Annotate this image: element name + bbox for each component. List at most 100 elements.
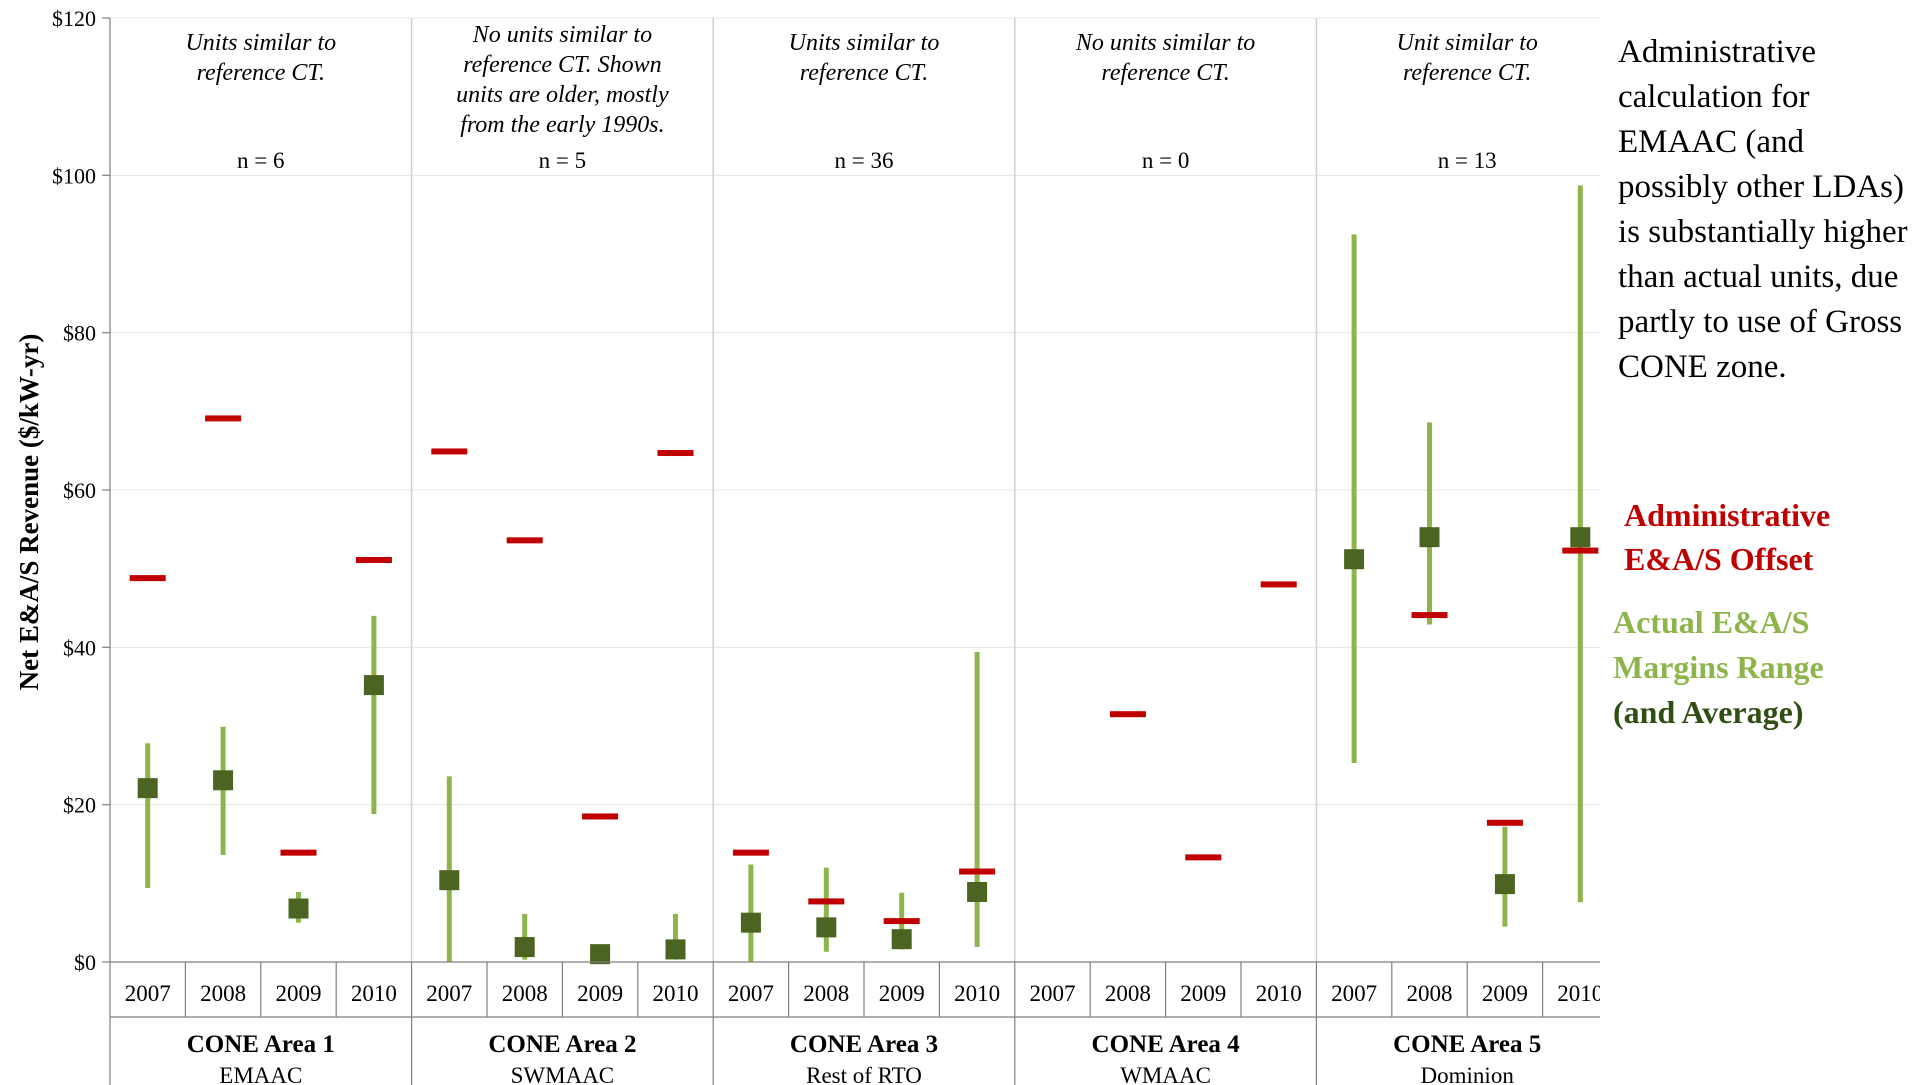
range-bars — [145, 185, 1583, 962]
legend-admin-line1: Administrative — [1624, 497, 1831, 533]
average-markers — [137, 527, 1591, 965]
x-tick-label: 2007 — [426, 981, 472, 1006]
x-tick-label: 2007 — [1030, 981, 1076, 1006]
admin-marker — [732, 849, 769, 856]
group-count: n = 6 — [237, 148, 284, 173]
side-note: Administrative calculation for EMAAC (an… — [1618, 34, 1908, 385]
y-tick-label: $20 — [63, 793, 96, 818]
x-tick-label: 2007 — [1331, 981, 1377, 1006]
group-count: n = 0 — [1142, 148, 1189, 173]
group-note-line: reference CT. — [197, 60, 325, 86]
x-tick-label: 2008 — [200, 981, 246, 1006]
y-tick-label: $40 — [63, 635, 96, 660]
average-marker — [1494, 874, 1515, 895]
gridlines — [110, 17, 1600, 806]
admin-marker — [883, 918, 920, 925]
group-notes: Units similar to reference CT. n = 6 No uni… — [185, 22, 1537, 173]
group-sublabel: SWMAAC — [511, 1063, 615, 1085]
y-tick-label: $120 — [52, 6, 96, 31]
group-note-line: from the early 1990s. — [460, 112, 664, 138]
group-label: CONE Area 2 — [488, 1031, 636, 1058]
x-tick-label: 2009 — [577, 981, 623, 1006]
admin-marker — [280, 849, 317, 856]
x-tick-label: 2008 — [1407, 981, 1453, 1006]
admin-marker — [959, 868, 996, 875]
group-note-line: Unit similar to — [1397, 30, 1538, 56]
group-count: n = 5 — [539, 148, 586, 173]
average-marker — [590, 944, 611, 965]
average-marker — [665, 939, 686, 960]
group-dividers — [410, 18, 1318, 962]
average-marker — [1344, 549, 1365, 570]
group-count: n = 13 — [1438, 148, 1497, 173]
admin-marker — [1562, 547, 1599, 554]
group-label: CONE Area 1 — [187, 1031, 335, 1058]
group-label: CONE Area 3 — [790, 1031, 938, 1058]
x-tick-label: 2010 — [351, 981, 397, 1006]
admin-marker — [1260, 581, 1297, 588]
legend-admin: Administrative E&A/S Offset — [1624, 493, 1917, 581]
x-tick-label: 2010 — [653, 981, 699, 1006]
legend-admin-line2: E&A/S Offset — [1624, 541, 1814, 577]
average-marker — [439, 870, 460, 891]
group-sublabel: Rest of RTO — [806, 1063, 922, 1085]
admin-marker — [355, 557, 392, 564]
admin-marker — [506, 537, 543, 544]
group-label: CONE Area 4 — [1092, 1031, 1241, 1058]
average-marker — [137, 778, 158, 799]
average-marker — [1419, 527, 1440, 548]
y-tick-label: $100 — [52, 163, 96, 188]
legend-average: (and Average) — [1613, 694, 1804, 730]
x-tick-label: 2009 — [1180, 981, 1226, 1006]
average-marker — [1570, 527, 1591, 548]
admin-marker — [1411, 612, 1448, 619]
group-note-line: reference CT. Shown — [463, 52, 661, 78]
average-marker — [213, 770, 234, 791]
group-sublabel: WMAAC — [1120, 1063, 1211, 1085]
admin-markers — [129, 415, 1599, 925]
admin-marker — [205, 415, 242, 422]
group-note-line: reference CT. — [800, 60, 928, 86]
average-marker — [891, 929, 912, 950]
admin-marker — [657, 450, 694, 457]
group-note-line: No units similar to — [472, 22, 652, 48]
group-count: n = 36 — [835, 148, 894, 173]
admin-marker — [1109, 711, 1146, 718]
x-tick-label: 2010 — [954, 981, 1000, 1006]
group-note-line: units are older, mostly — [456, 82, 669, 108]
x-tick-label: 2008 — [1105, 981, 1151, 1006]
average-marker — [816, 917, 837, 938]
average-marker — [740, 912, 761, 933]
y-axis: $0 $20 $40 $60 $80 $100 $120 — [52, 6, 111, 975]
legend-actual: Actual E&A/S Margins Range — [1613, 600, 1913, 690]
y-tick-label: $60 — [63, 478, 96, 503]
legend-actual-line2: Margins Range — [1613, 649, 1824, 685]
x-tick-label: 2009 — [1482, 981, 1528, 1006]
y-tick-label: $0 — [74, 950, 96, 975]
admin-marker — [129, 575, 166, 582]
x-tick-label: 2008 — [502, 981, 548, 1006]
admin-marker — [1486, 819, 1523, 826]
x-tick-label: 2009 — [879, 981, 925, 1006]
x-tick-label: 2009 — [276, 981, 322, 1006]
average-marker — [363, 675, 384, 696]
y-tick-label: $80 — [63, 321, 96, 346]
chart: $0 $20 $40 $60 $80 $100 $120 2007 2008 2009 2010 C… — [14, 6, 1600, 1085]
y-axis-label: Net E&A/S Revenue ($/kW-yr) — [14, 334, 44, 691]
x-axis: 2007 2008 2009 2010 CONE Area 1 EMAAC 2007 2008… — [109, 961, 1600, 1085]
group-sublabel: Dominion — [1421, 1063, 1515, 1085]
admin-marker — [808, 898, 845, 905]
admin-marker — [431, 448, 468, 455]
admin-marker — [582, 813, 619, 820]
x-tick-label: 2007 — [125, 981, 171, 1006]
group-note-line: Units similar to — [185, 30, 336, 56]
group-sublabel: EMAAC — [219, 1063, 302, 1085]
x-tick-label: 2008 — [803, 981, 849, 1006]
average-marker — [288, 898, 309, 919]
group-note-line: reference CT. — [1403, 60, 1531, 86]
average-marker — [514, 937, 535, 958]
group-label: CONE Area 5 — [1393, 1031, 1541, 1058]
average-marker — [967, 881, 988, 902]
x-tick-label: 2010 — [1557, 981, 1600, 1006]
group-note-line: No units similar to — [1075, 30, 1255, 56]
